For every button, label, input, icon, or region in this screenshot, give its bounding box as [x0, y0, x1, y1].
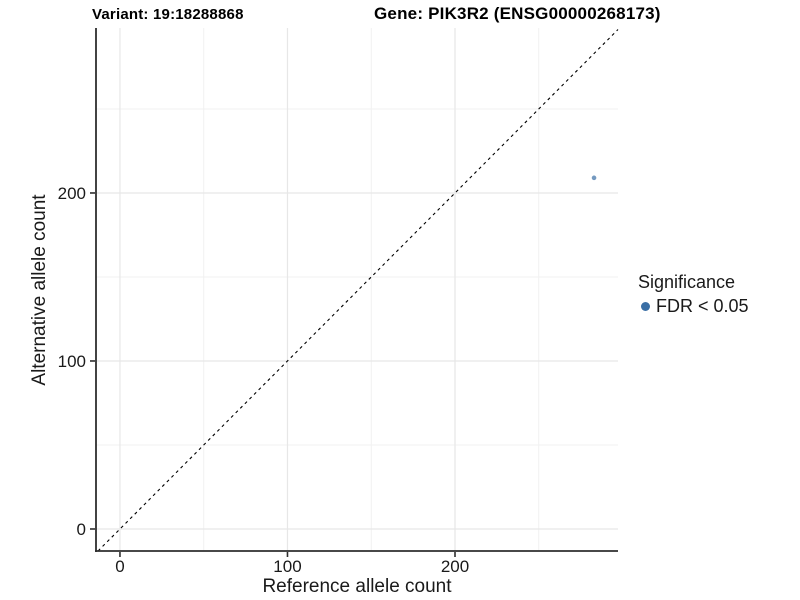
- legend-point-icon: [641, 302, 650, 311]
- y-tick-label: 0: [77, 520, 86, 539]
- legend: Significance FDR < 0.05: [638, 272, 749, 317]
- x-axis-title: Reference allele count: [262, 576, 452, 597]
- y-tick-label: 100: [58, 352, 86, 371]
- x-tick-label: 0: [115, 557, 124, 576]
- plot-title-variant: Variant: 19:18288868: [92, 6, 244, 23]
- identity-dashed-line: [97, 29, 619, 552]
- y-axis-title: Alternative allele count: [29, 194, 50, 386]
- x-tick-label: 100: [273, 557, 301, 576]
- legend-item-label: FDR < 0.05: [656, 296, 749, 316]
- y-tick-label: 200: [58, 184, 86, 203]
- plot-title-gene: Gene: PIK3R2 (ENSG00000268173): [374, 4, 661, 23]
- data-point: [591, 175, 597, 181]
- legend-item: FDR < 0.05: [638, 296, 749, 317]
- x-tick-label: 200: [441, 557, 469, 576]
- legend-title: Significance: [638, 272, 736, 292]
